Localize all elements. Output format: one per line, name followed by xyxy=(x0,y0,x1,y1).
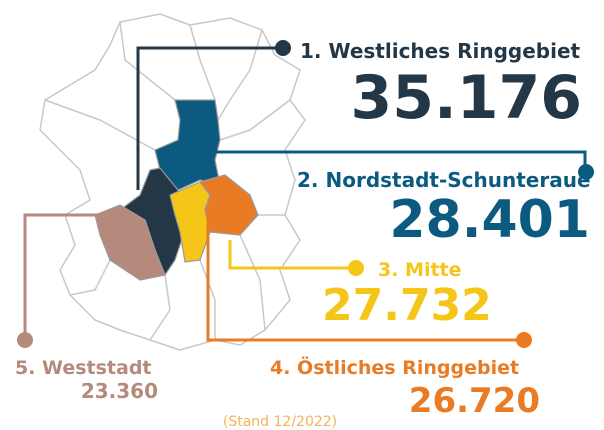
district-border xyxy=(189,24,216,101)
note: (Stand 12/2022) xyxy=(223,414,337,430)
district-value: 27.732 xyxy=(322,280,492,331)
leader-line xyxy=(206,215,523,342)
leader-dot xyxy=(17,332,33,348)
leader-dot xyxy=(275,40,291,56)
district-oestliches-ringgebiet xyxy=(199,174,259,236)
city-map xyxy=(39,13,306,351)
district-border xyxy=(149,274,171,341)
leader-line xyxy=(228,240,355,270)
district-border xyxy=(239,234,266,331)
district-border xyxy=(217,29,263,121)
district-value: 28.401 xyxy=(389,190,590,250)
district-value: 35.176 xyxy=(350,63,582,133)
leader-dot xyxy=(348,260,364,276)
district-label: 4. Östliches Ringgebiet xyxy=(270,355,519,379)
district-weststadt xyxy=(94,204,166,281)
district-label: 3. Mitte xyxy=(378,259,462,281)
district-value: 26.720 xyxy=(409,381,540,421)
leader-line xyxy=(136,46,283,190)
leader-line xyxy=(215,150,587,165)
district-label: 1. Westliches Ringgebiet xyxy=(300,39,581,63)
leader-dot xyxy=(516,332,532,348)
district-label: 2. Nordstadt-Schunteraue xyxy=(297,168,591,192)
district-label: 5. Weststadt xyxy=(15,357,152,379)
district-border xyxy=(219,99,291,141)
district-value: 23.360 xyxy=(81,379,158,403)
district-border xyxy=(69,259,111,296)
leader-line xyxy=(23,213,120,340)
leader-dot xyxy=(578,164,594,180)
